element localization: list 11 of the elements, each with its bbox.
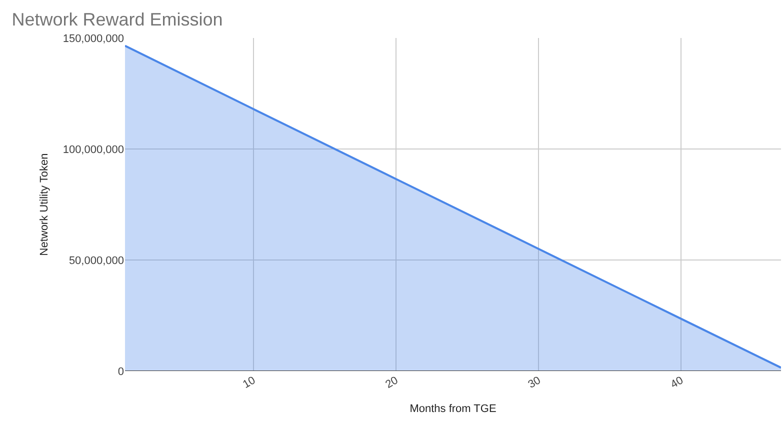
x-tick-label: 10: [240, 374, 258, 391]
x-axis-title: Months from TGE: [410, 403, 496, 416]
y-tick-label: 150,000,000: [62, 32, 124, 45]
y-tick-label: 50,000,000: [68, 254, 124, 267]
chart-title: Network Reward Emission: [12, 9, 223, 30]
y-tick-label: 100,000,000: [62, 144, 124, 156]
y-axis-title: Network Utility Token: [38, 153, 50, 256]
y-tick-label: 0: [118, 366, 124, 378]
x-tick-label: 20: [384, 374, 400, 391]
x-tick-label: 30: [526, 374, 543, 391]
x-tick-label: 40: [668, 374, 686, 391]
